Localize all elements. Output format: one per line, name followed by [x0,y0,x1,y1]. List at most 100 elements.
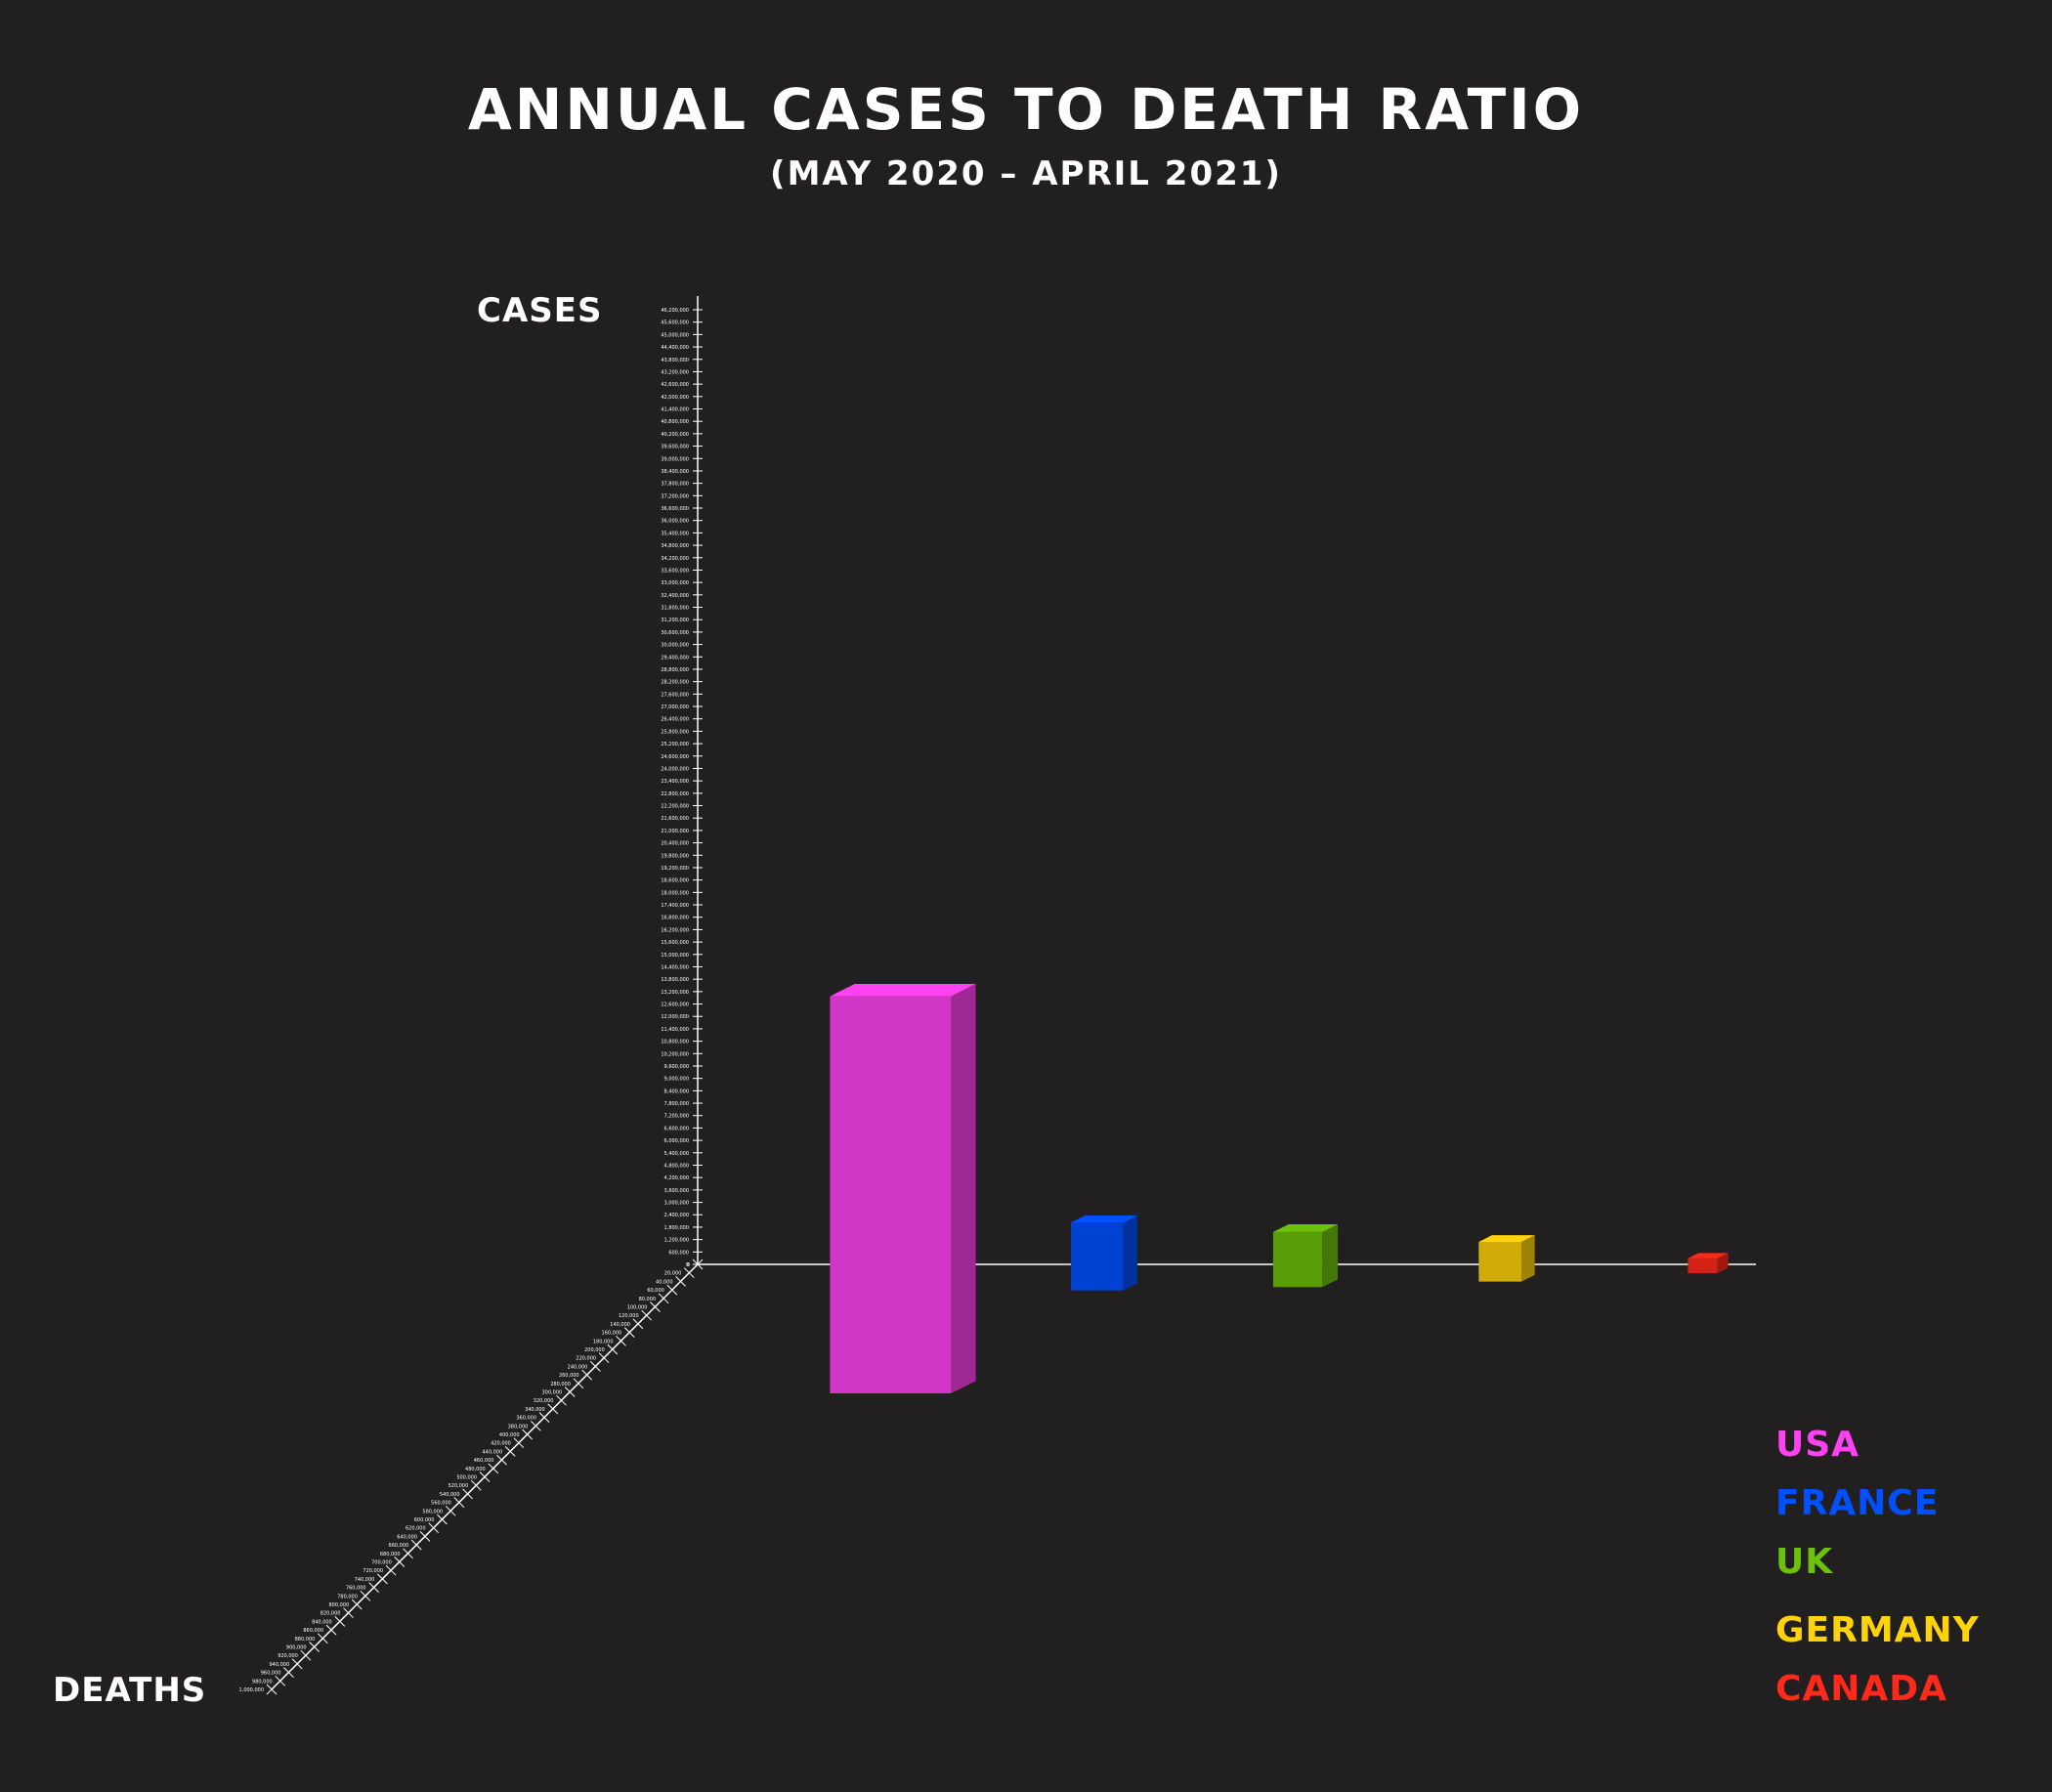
deaths-tick-mark [683,1267,695,1279]
deaths-tick-label: 600,000 [414,1517,435,1523]
deaths-tick-label: 180,000 [593,1339,614,1344]
deaths-tick-mark [488,1463,499,1474]
deaths-tick-mark [666,1284,678,1296]
legend-item-uk: UK [1775,1542,1834,1582]
deaths-tick-label: 580,000 [422,1509,443,1515]
cases-tick-label: 22,800,000 [661,791,689,797]
cases-tick-label: 2,400,000 [664,1213,689,1218]
deaths-tick-mark [470,1479,482,1491]
deaths-tick-mark [317,1633,328,1644]
deaths-tick-mark [538,1412,550,1423]
deaths-tick-label: 680,000 [380,1552,401,1557]
deaths-tick-mark [462,1488,473,1500]
cases-tick-label: 8,400,000 [664,1088,689,1094]
cases-tick-label: 10,800,000 [661,1040,689,1045]
cases-tick-label: 45,000,000 [661,332,689,338]
cases-tick-label: 28,800,000 [661,667,689,673]
deaths-tick-mark [522,1429,533,1440]
deaths-tick-label: 120,000 [619,1313,639,1319]
deaths-tick-label: 740,000 [355,1577,375,1583]
deaths-tick-mark [437,1514,448,1525]
cases-tick-label: 16,200,000 [661,927,689,933]
cases-tick-label: 43,800,000 [661,358,689,363]
cases-tick-label: 1,800,000 [664,1225,689,1231]
deaths-tick-mark [513,1437,525,1449]
chart-subtitle: (MAY 2020 – APRIL 2021) [770,154,1282,193]
cases-tick-label: 3,000,000 [664,1201,689,1207]
bar-front-face [1272,1231,1323,1288]
deaths-tick-label: 40,000 [656,1279,673,1285]
deaths-tick-label: 0 [687,1262,690,1268]
deaths-tick-label: 640,000 [397,1534,417,1540]
deaths-tick-mark [641,1309,653,1321]
cases-tick-label: 5,400,000 [664,1151,689,1157]
legend-item-usa: USA [1775,1425,1860,1465]
bar-side-face [1322,1223,1339,1288]
cases-axis-title: CASES [477,291,603,330]
deaths-tick-mark [590,1361,601,1372]
deaths-tick-mark [419,1531,431,1542]
deaths-tick-label: 140,000 [610,1322,630,1328]
cases-tick-label: 18,600,000 [661,878,689,884]
bar-side-face [951,983,976,1394]
cases-tick-label: 35,400,000 [661,531,689,536]
cases-tick-label: 13,200,000 [661,990,689,996]
deaths-tick-label: 80,000 [639,1297,657,1302]
deaths-tick-mark [547,1403,559,1415]
deaths-tick-mark [360,1590,371,1601]
bar-france [1070,1215,1138,1291]
deaths-tick-label: 480,000 [465,1467,486,1472]
deaths-tick-mark [351,1599,363,1610]
deaths-tick-mark [291,1658,303,1670]
chart-axes [271,296,1756,1690]
cases-tick-label: 19,200,000 [661,866,689,872]
deaths-tick-label: 420,000 [491,1441,511,1447]
cases-tick-label: 25,800,000 [661,729,689,735]
deaths-tick-label: 560,000 [431,1501,451,1507]
deaths-tick-label: 400,000 [499,1432,520,1438]
deaths-tick-label: 960,000 [261,1671,281,1677]
deaths-tick-mark [368,1582,379,1593]
cases-tick-label: 10,200,000 [661,1051,689,1057]
deaths-tick-label: 260,000 [559,1373,579,1379]
cases-tick-label: 36,000,000 [661,519,689,525]
deaths-tick-label: 900,000 [286,1645,307,1651]
deaths-tick-label: 780,000 [337,1594,358,1600]
cases-tick-label: 600,000 [668,1250,689,1256]
cases-tick-label: 4,800,000 [664,1163,689,1169]
deaths-tick-mark [479,1472,491,1482]
deaths-tick-mark [445,1505,456,1516]
cases-tick-label: 27,600,000 [661,692,689,698]
cases-tick-label: 33,600,000 [661,568,689,574]
cases-tick-label: 44,400,000 [661,345,689,351]
deaths-tick-label: 60,000 [647,1288,664,1294]
deaths-tick-label: 540,000 [440,1492,460,1498]
cases-tick-label: 16,800,000 [661,916,689,921]
cases-tick-label: 20,400,000 [661,841,689,847]
cases-tick-label: 37,200,000 [661,493,689,499]
cases-tick-label: 37,800,000 [661,482,689,488]
cases-tick-label: 6,600,000 [664,1126,689,1131]
deaths-tick-mark [530,1420,541,1431]
deaths-tick-mark [573,1378,584,1389]
cases-axis-ticks: 0 600,000 1,200,000 1,800,000 2,400,000 3,000… [661,308,703,1268]
deaths-tick-mark [410,1539,422,1551]
deaths-tick-label: 980,000 [252,1679,273,1685]
cases-tick-label: 17,400,000 [661,903,689,909]
cases-tick-label: 41,400,000 [661,407,689,413]
bar-germany [1478,1235,1535,1282]
deaths-tick-mark [556,1394,567,1406]
cases-tick-label: 9,600,000 [664,1064,689,1070]
cases-tick-label: 42,600,000 [661,382,689,388]
deaths-tick-mark [658,1293,669,1304]
bar-side-face [1123,1215,1138,1291]
deaths-tick-mark [564,1387,576,1397]
cases-tick-label: 21,600,000 [661,816,689,822]
deaths-tick-label: 500,000 [456,1475,477,1481]
deaths-tick-label: 920,000 [278,1653,298,1659]
deaths-axis-title: DEATHS [53,1671,207,1710]
deaths-tick-label: 800,000 [329,1602,350,1608]
deaths-tick-mark [692,1259,704,1270]
bar-top-face [1688,1253,1729,1259]
deaths-tick-label: 1,000,000 [239,1687,264,1693]
